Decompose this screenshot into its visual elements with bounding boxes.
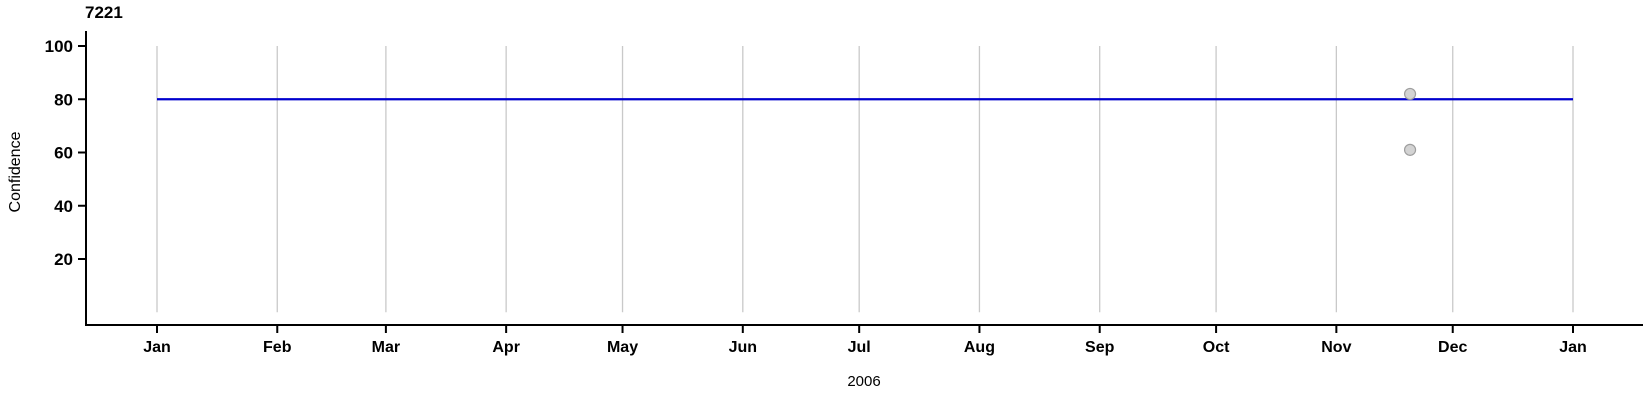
x-tick-label: Nov [1321, 339, 1351, 356]
x-tick-label: May [607, 339, 638, 356]
y-tick-label: 100 [45, 37, 73, 56]
y-tick-label: 60 [54, 144, 73, 163]
x-tick-label: Jan [143, 339, 171, 356]
x-tick-label: Sep [1085, 339, 1115, 356]
data-points-group [1403, 87, 1417, 156]
y-tick-label: 40 [54, 197, 73, 216]
x-axis-label: 2006 [847, 373, 880, 390]
y-axis-label: Confidence [7, 131, 24, 212]
x-tick-label: Jun [729, 339, 757, 356]
x-tick-label: Mar [372, 339, 400, 356]
y-tick-label: 20 [54, 250, 73, 269]
x-tick-label: Oct [1203, 339, 1230, 356]
axes-group [85, 31, 1643, 326]
y-tick-group: 100 80 60 40 20 [45, 37, 86, 269]
data-point [1403, 87, 1417, 101]
y-tick-label: 80 [54, 90, 73, 109]
gridlines-group [156, 46, 1574, 313]
chart-title: 7221 [85, 3, 123, 22]
x-tick-label: Apr [492, 339, 520, 356]
x-tick-group: Jan Feb Mar Apr May Jun Jul Aug Sep Oct Nov Dec Jan [143, 325, 1587, 356]
x-tick-label: Jan [1559, 339, 1587, 356]
x-tick-label: Jul [848, 339, 871, 356]
x-tick-label: Dec [1438, 339, 1467, 356]
x-tick-label: Feb [263, 339, 292, 356]
data-point [1403, 143, 1417, 156]
x-tick-label: Aug [964, 339, 995, 356]
